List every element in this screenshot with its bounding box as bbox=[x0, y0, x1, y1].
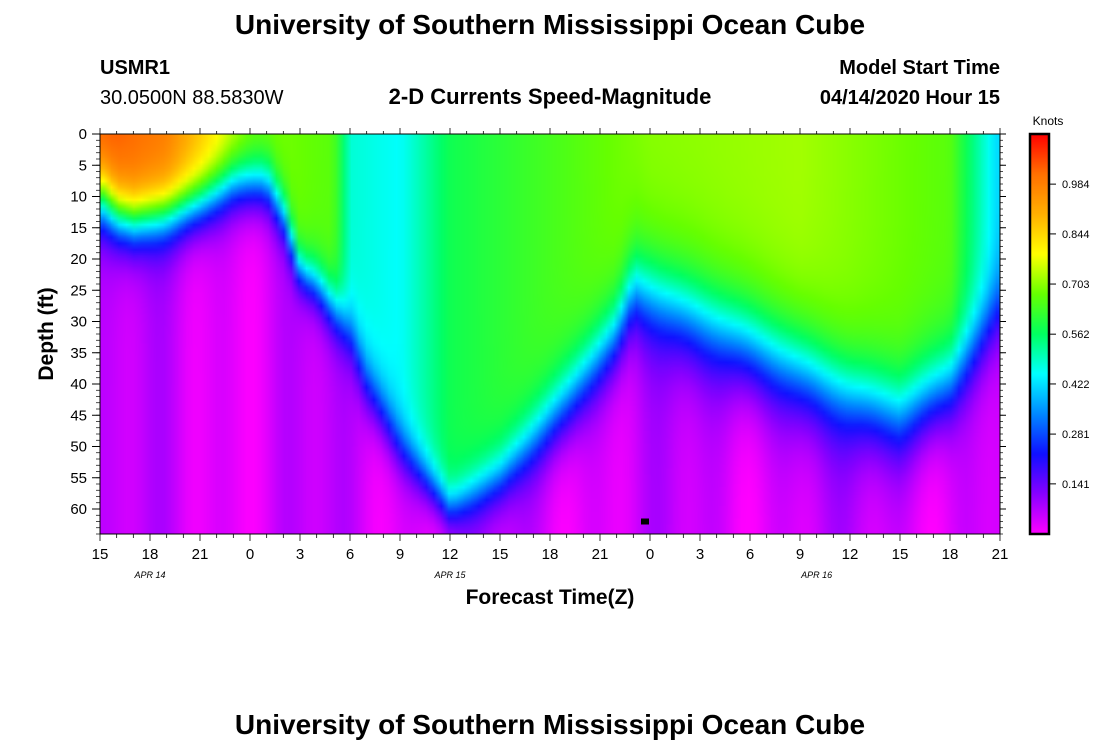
colorbar-tick-label: 0.844 bbox=[1062, 229, 1090, 241]
station-id: USMR1 bbox=[100, 57, 171, 79]
x-tick-label: 0 bbox=[646, 546, 654, 563]
colorbar-tick-label: 0.422 bbox=[1062, 379, 1090, 391]
heatmap-raster bbox=[100, 134, 1000, 534]
y-tick-label: 20 bbox=[70, 251, 87, 268]
x-tick-label: 15 bbox=[892, 546, 909, 563]
x-tick-label: 9 bbox=[396, 546, 404, 563]
y-tick-label: 25 bbox=[70, 282, 87, 299]
x-tick-label: 21 bbox=[192, 546, 209, 563]
y-tick-label: 5 bbox=[79, 157, 87, 174]
x-tick-label: 0 bbox=[246, 546, 254, 563]
y-tick-label: 0 bbox=[79, 126, 87, 143]
y-tick-label: 30 bbox=[70, 314, 87, 331]
date-label: APR 14 bbox=[133, 570, 165, 580]
colorbar-raster bbox=[1030, 134, 1049, 534]
x-tick-label: 18 bbox=[142, 546, 159, 563]
y-tick-label: 10 bbox=[70, 189, 87, 206]
y-axis-label: Depth (ft) bbox=[35, 287, 58, 380]
page-title: University of Southern Mississippi Ocean… bbox=[234, 9, 866, 40]
station-coords: 30.0500N 88.5830W bbox=[100, 87, 284, 109]
colorbar-tick-label: 0.562 bbox=[1062, 329, 1090, 341]
model-start-time: 04/14/2020 Hour 15 bbox=[819, 87, 1000, 109]
colorbar-label: Knots bbox=[1033, 114, 1064, 128]
colorbar-tick-label: 0.703 bbox=[1062, 279, 1090, 291]
y-tick-label: 55 bbox=[70, 470, 87, 487]
x-tick-label: 3 bbox=[296, 546, 304, 563]
colorbar-tick-label: 0.281 bbox=[1062, 429, 1090, 441]
colorbar-tick-label: 0.984 bbox=[1062, 179, 1090, 191]
colorbar-tick-label: 0.141 bbox=[1062, 479, 1090, 491]
x-tick-label: 15 bbox=[492, 546, 509, 563]
y-tick-label: 50 bbox=[70, 439, 87, 456]
x-tick-label: 9 bbox=[796, 546, 804, 563]
y-tick-label: 60 bbox=[70, 501, 87, 518]
y-tick-label: 45 bbox=[70, 407, 87, 424]
x-axis-label: Forecast Time(Z) bbox=[466, 586, 635, 609]
y-tick-label: 40 bbox=[70, 376, 87, 393]
x-tick-label: 21 bbox=[592, 546, 609, 563]
x-tick-label: 6 bbox=[746, 546, 754, 563]
date-label: APR 15 bbox=[433, 570, 466, 580]
date-label: APR 16 bbox=[800, 570, 832, 580]
x-tick-label: 15 bbox=[92, 546, 109, 563]
footer-title: University of Southern Mississippi Ocean… bbox=[234, 709, 866, 740]
x-tick-label: 18 bbox=[942, 546, 959, 563]
data-marker bbox=[641, 518, 649, 525]
chart-subtitle: 2-D Currents Speed-Magnitude bbox=[388, 84, 712, 109]
x-tick-label: 18 bbox=[542, 546, 559, 563]
y-tick-label: 35 bbox=[70, 345, 87, 362]
y-tick-label: 15 bbox=[70, 220, 87, 237]
x-tick-label: 3 bbox=[696, 546, 704, 563]
model-start-label: Model Start Time bbox=[839, 57, 1000, 79]
x-tick-label: 6 bbox=[346, 546, 354, 563]
x-tick-label: 21 bbox=[992, 546, 1009, 563]
x-tick-label: 12 bbox=[442, 546, 459, 563]
x-tick-label: 12 bbox=[842, 546, 859, 563]
